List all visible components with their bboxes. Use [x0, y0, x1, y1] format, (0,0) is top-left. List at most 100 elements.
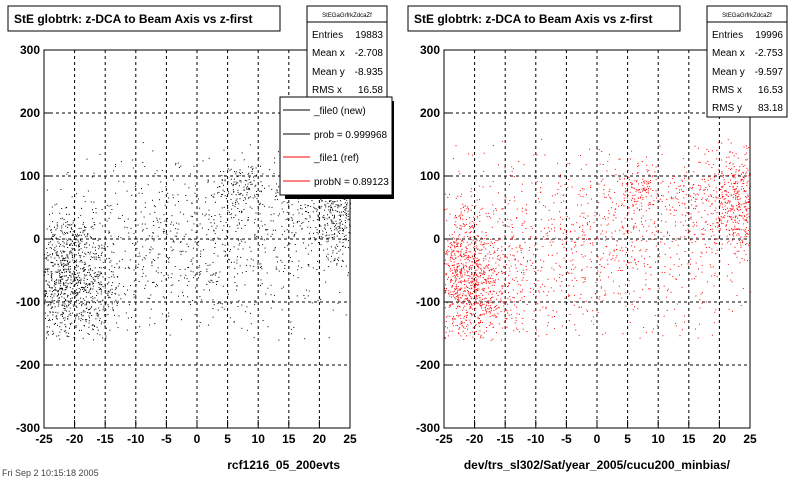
left-point-76	[83, 263, 85, 265]
right-point-1502	[628, 207, 630, 209]
left-point-351	[56, 317, 58, 319]
right-point-1	[459, 280, 461, 282]
right-point-1199	[733, 188, 735, 190]
right-point-358	[475, 284, 477, 286]
right-point-463	[464, 327, 466, 329]
right-point-1048	[715, 196, 717, 198]
right-point-1262	[725, 194, 727, 196]
left-point-1741	[165, 278, 167, 280]
left-point-1837	[128, 236, 130, 238]
left-point-1398	[264, 187, 265, 189]
left-point-1431	[262, 204, 264, 205]
right-point-55	[469, 260, 471, 262]
right-point-144	[471, 304, 473, 306]
right-point-1986	[645, 272, 647, 274]
left-point-2203	[226, 230, 228, 232]
left-point-357	[64, 305, 66, 307]
right-point-1348	[683, 236, 685, 238]
left-point-1226	[342, 245, 343, 247]
right-point-2386	[649, 267, 651, 268]
right-point-1789	[711, 248, 713, 250]
left-point-1148	[336, 263, 338, 265]
left-point-2161	[185, 233, 187, 235]
right-point-793	[495, 315, 497, 317]
left-point-1945	[162, 231, 164, 233]
left-point-967	[342, 229, 344, 230]
left-point-2136	[254, 222, 255, 224]
right-point-61	[454, 224, 456, 225]
right-point-1387	[705, 187, 707, 188]
right-point-241	[459, 293, 461, 295]
left-point-221	[57, 324, 58, 326]
left-point-71	[64, 289, 66, 291]
right-point-1146	[738, 201, 739, 203]
right-point-2242	[596, 237, 598, 239]
left-point-307	[55, 289, 57, 291]
left-point-574	[60, 250, 62, 252]
right-point-257	[454, 275, 456, 277]
left-point-446	[64, 319, 66, 321]
left-point-1072	[338, 205, 340, 207]
left-point-598	[97, 256, 99, 258]
right-point-2182	[711, 228, 713, 230]
right-point-2290	[655, 166, 657, 168]
right-point-734	[494, 271, 496, 273]
right-point-583	[489, 277, 491, 279]
right-point-333	[475, 224, 477, 225]
right-point-983	[714, 226, 716, 228]
left-point-17	[61, 276, 62, 278]
right-point-1884	[540, 259, 542, 261]
right-point-638	[484, 306, 486, 308]
right-point-470	[477, 235, 479, 237]
right-point-1079	[744, 203, 746, 205]
right-point-1584	[581, 277, 583, 279]
right-point-1813	[620, 238, 622, 240]
right-point-523	[474, 309, 475, 311]
left-point-831	[133, 296, 135, 298]
left-point-1562	[195, 291, 197, 293]
right-point-2088	[697, 147, 699, 149]
left-point-2014	[233, 246, 235, 248]
left-point-1225	[338, 250, 340, 252]
left-point-438	[59, 285, 61, 287]
right-point-992	[748, 244, 750, 246]
left-point-1924	[154, 211, 156, 213]
right-point-1725	[582, 196, 584, 198]
left-point-1480	[237, 189, 239, 191]
right-point-91	[460, 208, 462, 210]
right-point-422	[466, 219, 467, 220]
left-point-692	[111, 292, 113, 293]
left-point-926	[327, 240, 329, 242]
right-point-65	[467, 271, 469, 272]
left-point-2015	[213, 196, 215, 198]
right-point-1608	[633, 210, 635, 212]
right-point-1635	[655, 226, 657, 228]
right-point-1334	[722, 208, 724, 210]
right-point-1654	[743, 259, 745, 261]
left-point-229	[58, 265, 60, 267]
left-point-260	[74, 325, 76, 327]
right-point-943	[474, 297, 476, 299]
right-point-2263	[566, 237, 568, 239]
right-point-2048	[675, 198, 677, 200]
right-point-704	[535, 295, 537, 297]
left-point-763	[76, 314, 78, 316]
right-point-2081	[627, 232, 629, 234]
left-point-2055	[264, 224, 266, 226]
left-point-1669	[294, 234, 296, 235]
right-point-1030	[701, 197, 703, 199]
right-point-2349	[676, 238, 678, 240]
left-point-237	[44, 303, 46, 305]
right-point-809	[445, 331, 447, 333]
right-point-252	[460, 263, 462, 265]
left-point-1827	[181, 251, 183, 253]
left-point-56	[70, 279, 72, 281]
left-point-1889	[172, 249, 174, 251]
left-point-176	[50, 271, 52, 273]
right-point-2117	[725, 175, 727, 177]
right-point-2232	[639, 297, 641, 298]
right-point-1613	[474, 245, 476, 247]
right-point-2013	[597, 238, 599, 240]
right-point-1205	[727, 220, 729, 222]
right-point-1080	[734, 190, 736, 192]
